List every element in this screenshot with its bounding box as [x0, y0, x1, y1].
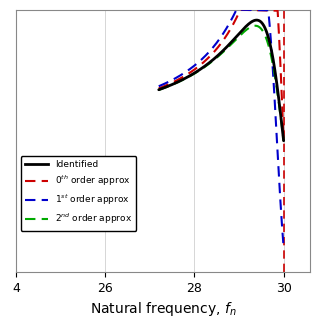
X-axis label: Natural frequency, $f_n$: Natural frequency, $f_n$	[90, 300, 236, 318]
Legend: Identified, 0$^{th}$ order approx, 1$^{st}$ order approx, 2$^{nd}$ order approx: Identified, 0$^{th}$ order approx, 1$^{s…	[20, 156, 136, 231]
